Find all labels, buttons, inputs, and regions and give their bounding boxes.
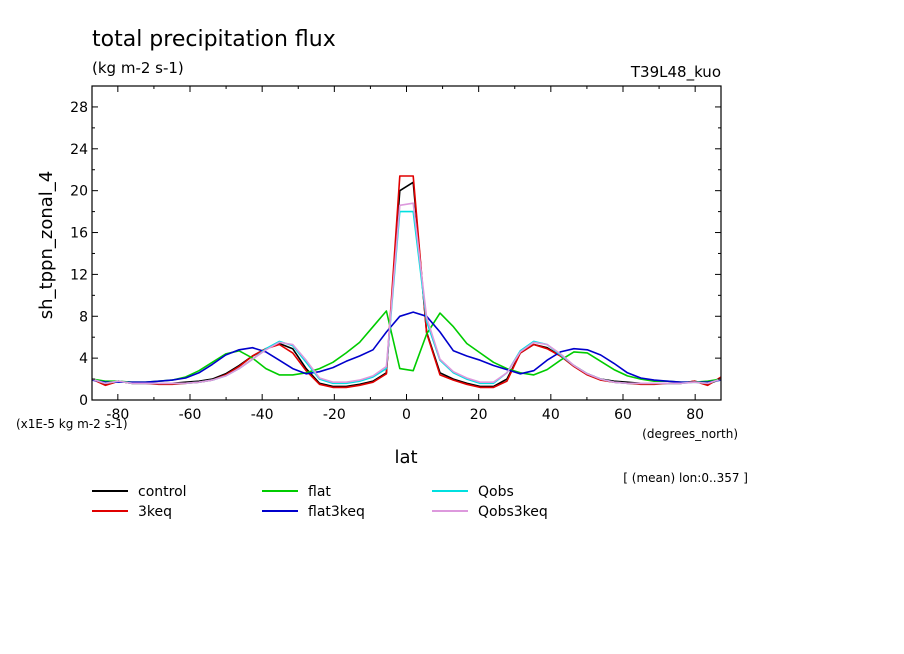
y-tick-labels: 0 4 8 12 16 20 24 28: [70, 100, 88, 409]
legend-item-qobs: Qobs: [432, 484, 514, 500]
series-layer: [91, 175, 722, 389]
legend-item-qobs3keq: Qobs3keq: [432, 504, 548, 520]
ticks-layer: [92, 86, 721, 401]
legend-label: Qobs3keq: [478, 504, 548, 520]
series-line-qobs3keq: [91, 202, 722, 385]
y-scale-note: (x1E-5 kg m-2 s-1): [16, 417, 128, 431]
y-tick-label: 20: [70, 184, 88, 200]
legend-label: 3keq: [138, 504, 172, 520]
y-tick-label: 28: [70, 100, 88, 116]
y-axis-label: sh_tppn_zonal_4: [36, 171, 57, 319]
series-line-control: [91, 181, 722, 388]
x-tick-label: 40: [542, 407, 560, 423]
legend-item-3keq: 3keq: [92, 504, 172, 520]
x-axis-label: lat: [394, 447, 417, 468]
legend-item-flat: flat: [262, 484, 331, 500]
legend-item-flat3keq: flat3keq: [262, 504, 365, 520]
y-tick-label: 8: [79, 309, 88, 325]
y-tick-label: 4: [79, 351, 88, 367]
series-line-flat3keq: [91, 311, 722, 384]
legend-label: flat3keq: [308, 504, 365, 520]
y-tick-label: 12: [70, 267, 88, 283]
legend-label: Qobs: [478, 484, 514, 500]
chart-title: total precipitation flux: [92, 27, 336, 52]
legend-item-control: control: [92, 484, 187, 500]
x-tick-label: 0: [402, 407, 411, 423]
legend: control 3keq flat flat3keq Qobs Qobs3keq: [92, 484, 548, 520]
series-line-3keq: [91, 175, 722, 389]
plot-frame: [91, 85, 722, 401]
series-line-flat: [91, 310, 722, 384]
x-tick-label: 60: [614, 407, 632, 423]
chart-units: (kg m-2 s-1): [92, 59, 184, 77]
x-tick-label: 20: [470, 407, 488, 423]
mean-footer-note: [ (mean) lon:0..357 ]: [623, 471, 748, 485]
y-tick-label: 24: [70, 142, 88, 158]
y-tick-label: 16: [70, 226, 88, 242]
legend-label: control: [138, 484, 187, 500]
series-line-qobs: [91, 210, 722, 385]
x-units-label: (degrees_north): [642, 427, 738, 441]
x-tick-label: 80: [686, 407, 704, 423]
x-tick-label: -60: [179, 407, 202, 423]
x-tick-label: -80: [106, 407, 129, 423]
x-tick-label: -40: [251, 407, 274, 423]
legend-label: flat: [308, 484, 331, 500]
x-tick-label: -20: [323, 407, 346, 423]
run-label: T39L48_kuo: [630, 63, 721, 82]
x-tick-labels: -80 -60 -40 -20 0 20 40 60 80: [106, 407, 704, 423]
y-tick-label: 0: [79, 393, 88, 409]
